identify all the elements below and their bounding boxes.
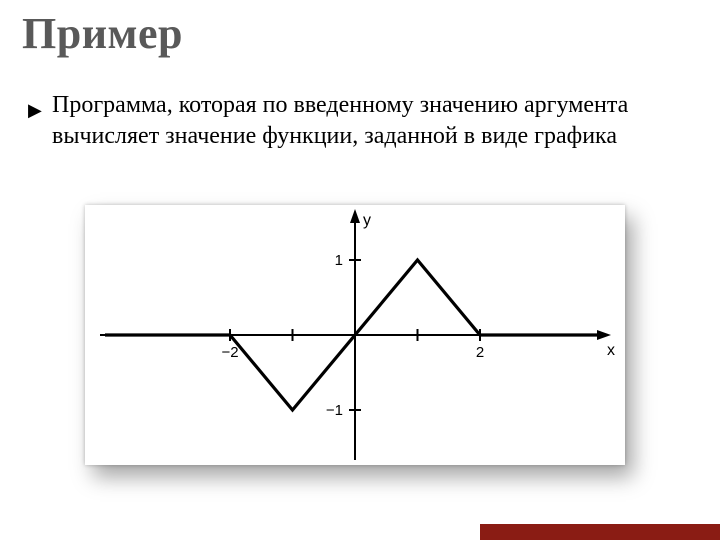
svg-text:x: x (607, 342, 615, 359)
svg-text:1: 1 (335, 252, 343, 269)
svg-text:−1: −1 (326, 402, 343, 419)
bullet-icon: ▶ (28, 100, 42, 121)
slide: Пример ▶ Программа, которая по введенном… (0, 0, 720, 540)
page-title: Пример (22, 8, 183, 59)
chart-svg: −2 2 −1 1 x y (85, 205, 625, 465)
svg-text:−2: −2 (221, 344, 238, 361)
accent-bar (480, 524, 720, 540)
svg-text:y: y (363, 212, 371, 229)
body-text: Программа, которая по введенному значени… (52, 90, 680, 151)
svg-text:2: 2 (476, 344, 484, 361)
function-chart: −2 2 −1 1 x y (85, 205, 625, 465)
